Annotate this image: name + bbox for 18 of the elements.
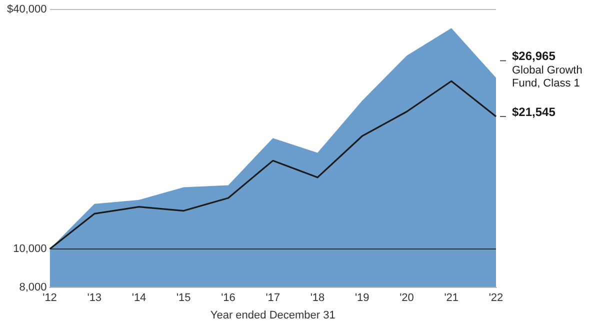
- x-axis-title: Year ended December 31: [210, 309, 336, 322]
- x-tick-label: '16: [221, 292, 236, 304]
- y-tick-label: 10,000: [13, 243, 47, 256]
- x-tick-label: '20: [400, 292, 414, 304]
- x-tick-label: '14: [132, 292, 146, 304]
- series-label: Global Growth Fund, Class 1: [512, 64, 582, 90]
- data-label: $21,545: [512, 104, 556, 119]
- x-tick-label: '19: [354, 292, 370, 304]
- x-tick-label: '17: [266, 292, 280, 304]
- x-tick-label: '13: [87, 292, 102, 304]
- x-tick-label: '12: [42, 292, 57, 304]
- x-tick-label: '18: [310, 292, 325, 304]
- x-tick-label: '21: [444, 292, 459, 304]
- data-label: $26,965: [512, 49, 556, 64]
- x-tick-label: '15: [176, 292, 191, 304]
- y-tick-label: 8,000: [19, 282, 47, 294]
- x-tick-label: '22: [488, 292, 504, 304]
- y-tick-label: $40,000: [6, 4, 47, 16]
